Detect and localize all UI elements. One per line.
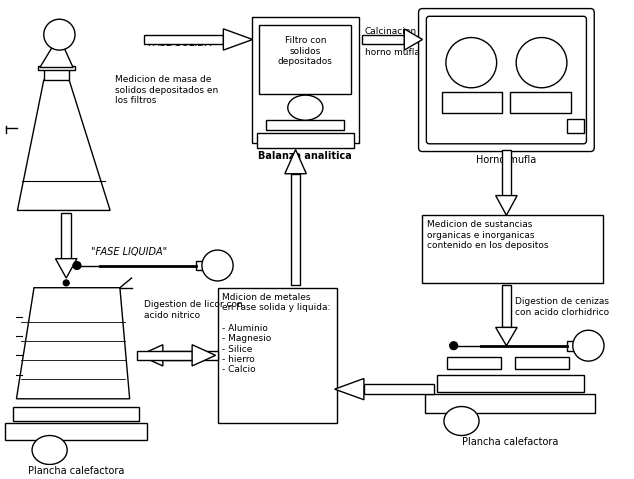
Polygon shape <box>285 149 306 174</box>
Text: Medicion de masa de
solidos depositados en
los filtros: Medicion de masa de solidos depositados … <box>115 75 218 105</box>
Ellipse shape <box>573 330 604 361</box>
Text: "FASE LIQUIDA": "FASE LIQUIDA" <box>91 247 167 257</box>
Bar <box>145 34 223 45</box>
Polygon shape <box>335 378 364 400</box>
Bar <box>437 375 583 392</box>
Text: "FASE SOLIDA": "FASE SOLIDA" <box>145 38 217 48</box>
Bar <box>501 285 511 328</box>
Bar <box>442 91 503 113</box>
Polygon shape <box>40 48 73 68</box>
Text: Mdicion de metales
en Fase solida y liquida:

- Aluminio
- Magnesio
- Silice
- h: Mdicion de metales en Fase solida y liqu… <box>223 293 331 375</box>
Bar <box>291 174 301 285</box>
Polygon shape <box>16 288 130 399</box>
Bar <box>196 261 217 270</box>
Text: Digestion de licor con
acido nitrico: Digestion de licor con acido nitrico <box>145 300 243 319</box>
Bar <box>259 25 351 94</box>
Bar <box>501 149 511 195</box>
Bar <box>163 351 217 360</box>
Bar <box>138 351 192 360</box>
Ellipse shape <box>444 407 479 435</box>
Ellipse shape <box>73 262 81 269</box>
Ellipse shape <box>32 435 67 465</box>
Ellipse shape <box>450 342 458 350</box>
FancyBboxPatch shape <box>427 16 586 144</box>
Bar <box>266 120 344 130</box>
Text: Digestion de cenizas
con acido clorhidrico: Digestion de cenizas con acido clorhidri… <box>515 297 609 317</box>
Text: Horno mufla: Horno mufla <box>476 155 536 165</box>
Ellipse shape <box>516 37 567 88</box>
Text: Plancha calefactora: Plancha calefactora <box>462 437 559 447</box>
Bar <box>567 119 585 133</box>
Polygon shape <box>17 80 110 210</box>
Text: Plancha calefactora: Plancha calefactora <box>28 467 124 477</box>
Polygon shape <box>139 345 163 366</box>
Polygon shape <box>496 195 517 215</box>
Text: Filtro con
solidos
depositados: Filtro con solidos depositados <box>278 36 333 66</box>
Polygon shape <box>404 29 422 50</box>
Text: Calcinacion
de filtros en
horno mufla: Calcinacion de filtros en horno mufla <box>365 27 420 57</box>
Bar <box>61 213 71 259</box>
Polygon shape <box>192 345 216 366</box>
Polygon shape <box>496 328 517 346</box>
Text: Balanza analitica: Balanza analitica <box>259 150 353 160</box>
Bar <box>510 91 571 113</box>
Ellipse shape <box>63 280 69 286</box>
Polygon shape <box>223 29 252 50</box>
Ellipse shape <box>202 250 233 281</box>
Bar <box>362 34 404 45</box>
Bar <box>257 133 354 148</box>
Bar <box>38 66 75 70</box>
Ellipse shape <box>44 19 75 50</box>
Polygon shape <box>56 259 77 278</box>
Bar <box>217 288 337 423</box>
Bar <box>515 357 569 369</box>
Bar <box>447 357 501 369</box>
Ellipse shape <box>446 37 496 88</box>
Bar <box>44 68 69 80</box>
Bar <box>252 17 359 143</box>
Bar <box>4 423 147 440</box>
Bar <box>422 215 603 283</box>
FancyBboxPatch shape <box>418 9 594 151</box>
Text: Medicion de sustancias
organicas e inorganicas
contenido en los depositos: Medicion de sustancias organicas e inorg… <box>427 220 549 250</box>
Bar <box>567 341 586 351</box>
Bar <box>13 407 139 421</box>
Bar <box>364 384 434 394</box>
Ellipse shape <box>288 95 323 120</box>
Bar <box>425 394 595 413</box>
